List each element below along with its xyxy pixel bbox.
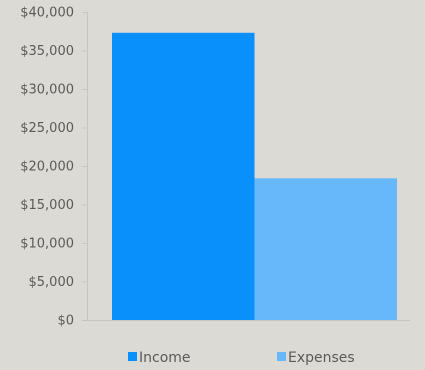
bar-income: [112, 32, 255, 320]
y-tick-label: $5,000: [29, 275, 75, 290]
legend: Income Expenses: [128, 350, 355, 366]
y-tick-label: $35,000: [20, 44, 74, 59]
y-axis: $0 $5,000 $10,000 $15,000 $20,000 $25,000 $30,…: [20, 6, 410, 329]
bars: [112, 32, 397, 320]
y-tick-label: $0: [57, 314, 74, 329]
y-tick-label: $30,000: [20, 83, 74, 98]
legend-swatch-income: [128, 352, 137, 361]
legend-label-expenses: Expenses: [288, 350, 355, 366]
y-tick-label: $15,000: [20, 198, 74, 213]
y-tick-label: $40,000: [20, 6, 74, 21]
bar-expenses: [254, 178, 397, 320]
legend-label-income: Income: [139, 350, 191, 366]
y-tick-label: $10,000: [20, 237, 74, 252]
y-tick-label: $25,000: [20, 121, 74, 136]
y-tick-label: $20,000: [20, 160, 74, 175]
legend-swatch-expenses: [277, 352, 286, 361]
